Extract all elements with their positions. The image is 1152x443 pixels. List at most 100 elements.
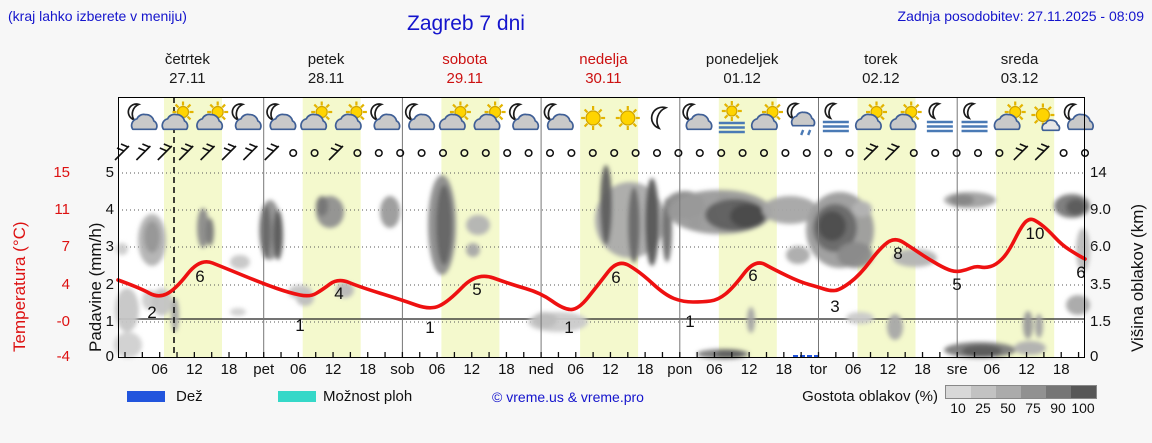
rain-bars	[793, 355, 819, 358]
wind-calm-icon	[438, 148, 448, 158]
moon-icon-part	[928, 102, 942, 120]
cloud-icon-part	[546, 113, 574, 131]
wind-barb-icon	[135, 143, 151, 161]
wind-barb-icon	[242, 143, 258, 161]
copyright-link[interactable]: © vreme.us & vreme.pro	[492, 389, 644, 405]
wind-barb-icon	[221, 143, 237, 161]
cloud-icon-part	[334, 113, 362, 131]
day-label: sobota 29.11	[395, 50, 534, 88]
axis-tick-label: -0	[56, 313, 70, 330]
weather-icon-sun-cloud	[300, 101, 333, 131]
moon-icon-part	[404, 103, 419, 122]
cloud-density-scale-tick: 75	[1025, 400, 1041, 416]
day-label: četrtek 27.11	[118, 50, 257, 88]
wind-barb-icon	[1013, 143, 1029, 161]
cloud-density-scale-tick: 100	[1071, 400, 1095, 416]
weather-icon-sun-cloud	[438, 101, 471, 131]
temperature-line	[116, 217, 1087, 312]
x-axis-label: 18	[1052, 361, 1070, 378]
wind-barb-icon	[863, 143, 879, 161]
weather-icon-moon-cloud	[682, 103, 713, 131]
cloud-icon-part	[130, 113, 158, 131]
wind-calm-icon	[310, 148, 319, 158]
x-axis-label: 12	[463, 361, 481, 378]
wind-calm-icon	[545, 148, 555, 158]
wind-calm-icon	[631, 148, 640, 158]
moon-icon-part	[370, 103, 384, 122]
cloud-density-scale-tick: 25	[975, 400, 991, 416]
wind-calm-icon	[374, 148, 383, 158]
moon-icon-part	[682, 103, 697, 122]
weather-icon-sun-cloud	[993, 101, 1026, 131]
cloud-icon-part	[161, 113, 189, 131]
axis-tick-label: 1	[105, 313, 114, 330]
moon-icon-part	[824, 102, 838, 120]
day-name: nedelja	[579, 51, 628, 68]
x-axis-label: 18	[220, 361, 238, 378]
plot-frame	[118, 97, 1085, 358]
cloud-density-scale-cell	[1021, 386, 1046, 398]
wind-calm-icon	[738, 148, 747, 158]
weather-icon-moon-cloud	[1063, 103, 1094, 131]
weather-icon-sun-cloud	[196, 101, 229, 131]
temp-curve-label: 10	[1026, 224, 1045, 243]
x-axis-label: sre	[946, 361, 968, 378]
drizzle-icon-part	[807, 129, 812, 136]
temp-curve-label: 6	[195, 267, 204, 286]
x-axis-label: 06	[706, 361, 723, 378]
moon-icon-part	[963, 102, 977, 120]
x-axis-label: 18	[498, 361, 515, 378]
wind-calm-icon	[824, 148, 833, 158]
weather-icon-sun-cloud	[161, 101, 194, 131]
day-label: nedelja 30.11	[534, 50, 673, 88]
weather-icon-sun	[615, 106, 640, 130]
precipitation-axis-title: Padavine (mm/h)	[86, 222, 105, 352]
x-axis-label: 06	[983, 361, 1001, 378]
wind-calm-icon	[781, 148, 790, 158]
wind-calm-icon	[289, 148, 298, 158]
wind-barb-icon	[157, 143, 173, 161]
wind-barb-icon	[200, 143, 216, 161]
weather-icon-sun	[581, 106, 606, 130]
wind-calm-icon	[652, 148, 662, 158]
page-title: Zagreb 7 dni	[407, 12, 525, 35]
wind-barb-icon	[178, 143, 194, 161]
x-axis-label: 12	[602, 361, 619, 378]
day-date: 30.11	[585, 70, 622, 87]
wind-calm-icon	[353, 148, 362, 158]
day-separators	[263, 97, 958, 358]
wind-calm-icon	[973, 148, 983, 158]
cloud-density-legend-label: Gostota oblakov (%)	[802, 388, 938, 405]
weather-icon-sun-cloud	[750, 101, 783, 131]
rain-legend-swatch	[127, 391, 165, 402]
wind-calm-icon	[417, 148, 426, 158]
axis-tick-label: 1.5	[1090, 313, 1111, 330]
wind-calm-icon	[674, 148, 683, 158]
axis-tick-label: 7	[61, 238, 70, 255]
cloud-icon-part	[438, 113, 466, 131]
axis-tick-label: 5	[105, 164, 114, 181]
temp-curve-label: 8	[893, 244, 902, 263]
axis-tick-label: 11	[54, 201, 70, 218]
wind-barb-icon	[884, 143, 900, 161]
cloud-icon-part	[854, 113, 882, 131]
wind-calm-icon	[588, 148, 597, 158]
weather-icon-sun-cloud	[334, 101, 367, 131]
day-label: petek 28.11	[257, 50, 396, 88]
weather-icon-sun-small-cloud	[1031, 103, 1061, 132]
wind-calm-icon	[759, 148, 769, 158]
temp-curve-label: 1	[425, 318, 434, 337]
x-axis-label: 12	[186, 361, 203, 378]
x-axis-label: tor	[809, 361, 828, 378]
axis-tick-label: 6.0	[1090, 238, 1111, 255]
day-date: 03.12	[1000, 70, 1039, 87]
day-name: sreda	[1000, 51, 1039, 68]
temp-curve-label: 5	[472, 280, 481, 299]
axis-tick-label: 2	[105, 276, 114, 293]
meteogram-canvas: 2 6 1 4 1 5 1 6 1 6 3 8 5 10 6	[114, 97, 1094, 359]
moon-icon-part	[508, 103, 523, 122]
cloud-density-scale-tick: 50	[1000, 400, 1016, 416]
cloud-density-scale-cell	[971, 386, 996, 398]
x-axis-label: pet	[253, 361, 275, 378]
cloud-icon-part	[993, 113, 1021, 131]
